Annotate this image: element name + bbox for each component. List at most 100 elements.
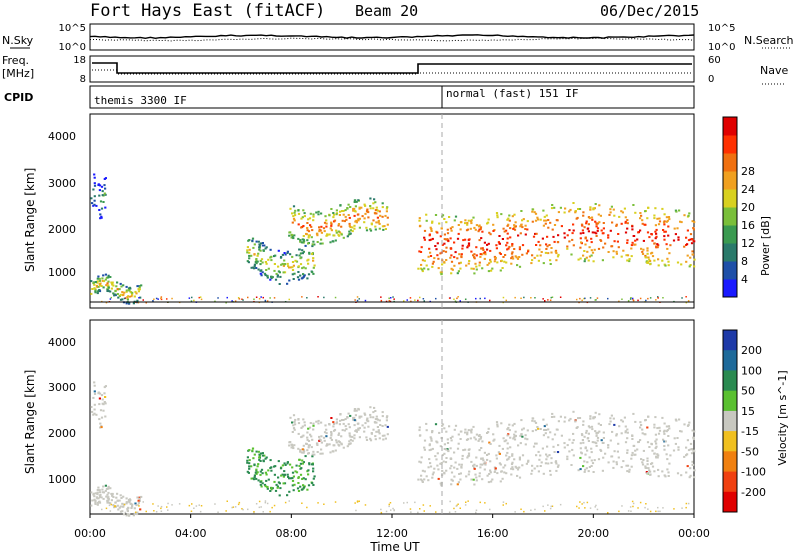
velocity-echo-cell [283,473,287,476]
velocity-echo-cell [460,465,463,468]
velocity-echo-cell [347,423,350,426]
velocity-echo-cell [655,438,658,441]
velocity-ground-speck [406,501,408,504]
velocity-echo-cell [421,469,424,472]
velocity-ground-speck [178,503,181,505]
velocity-echo-cell [101,402,104,405]
power-echo-cell [534,212,538,215]
velocity-echo-cell [258,453,261,456]
power-echo-cell [292,217,296,220]
velocity-echo-cell [306,488,309,491]
velocity-echo-cell [93,390,96,393]
velocity-ground-speck [214,503,216,505]
power-echo-cell [375,206,378,209]
velocity-echo-cell [664,475,667,478]
velocity-echo-cell [312,484,315,486]
power-echo-cell [663,223,666,226]
velocity-echo-cell [288,477,291,480]
velocity-echo-cell [680,474,683,477]
power-echo-cell [613,240,616,243]
power-echo-cell [300,277,303,280]
power-echo-cell [495,247,498,250]
velocity-echo-cell [316,451,319,453]
velocity-echo-cell [494,468,497,471]
power-echo-cell [588,217,591,220]
power-echo-cell [98,279,101,282]
velocity-echo-cell [511,466,514,469]
power-echo-cell [563,236,566,239]
power-ground-speck [459,300,461,302]
power-echo-cell [334,239,337,242]
velocity-echo-cell [646,426,649,429]
power-echo-cell [106,282,109,285]
velocity-echo-cell [457,433,460,436]
power-echo-cell [292,237,295,240]
velocity-echo-cell [615,463,618,466]
power-echo-cell [372,202,375,205]
power-echo-cell [251,237,255,240]
velocity-echo-cell [375,415,378,418]
velocity-ground-speck [232,506,235,508]
velocity-echo-cell [429,465,433,468]
velocity-echo-cell [307,452,310,455]
velocity-echo-cell [369,413,372,416]
power-echo-cell [525,252,528,255]
power-ground-speck [306,297,308,299]
velocity-echo-cell [436,452,439,455]
velocity-ground-speck [464,504,467,506]
velocity-echo-cell [313,475,316,478]
velocity-echo-cell [613,423,616,426]
velocity-ytick-3000: 3000 [48,381,76,394]
velocity-echo-cell [427,479,430,482]
velocity-echo-cell [685,471,688,474]
power-echo-cell [602,246,605,249]
power-echo-cell [303,215,306,218]
velocity-echo-cell [691,460,694,463]
velocity-echo-cell [549,469,552,472]
velocity-echo-cell [283,462,286,465]
power-echo-cell [673,227,676,230]
power-echo-cell [104,278,107,281]
power-echo-cell [365,210,369,213]
power-echo-cell [259,263,262,266]
power-echo-cell [610,205,613,208]
power-echo-cell [369,197,372,200]
power-ground-speck [171,297,173,300]
power-echo-cell [434,245,437,247]
power-echo-cell [580,241,583,244]
power-echo-cell [353,207,356,210]
velocity-ground-speck [673,508,675,510]
velocity-echo-cell [584,468,587,471]
power-echo-cell [364,204,367,207]
velocity-echo-cell [521,454,525,457]
power-ground-speck [124,297,127,299]
velocity-echo-cell [288,444,291,447]
power-echo-cell [563,232,566,235]
power-echo-cell [531,208,534,211]
power-ground-speck [226,296,228,299]
velocity-ground-speck [454,511,457,513]
velocity-echo-cell [500,470,503,473]
power-echo-cell [260,274,263,277]
velocity-echo-cell [588,456,591,459]
power-ground-speck [414,299,416,301]
power-echo-cell [577,208,580,210]
velocity-echo-cell [651,465,655,468]
power-echo-cell [307,236,310,239]
velocity-echo-cell [363,430,366,433]
velocity-echo-cell [441,423,445,426]
velocity-echo-cell [487,452,490,455]
power-echo-cell [461,244,464,247]
power-echo-cell [99,213,102,216]
power-echo-cell [564,207,567,210]
velocity-echo-cell [310,435,313,438]
power-colorbar-tick-label: 24 [741,183,755,196]
power-echo-cell [685,236,688,239]
velocity-echo-cell [571,448,574,451]
velocity-echo-cell [602,456,605,459]
velocity-ground-speck [237,503,240,506]
velocity-echo-cell [299,450,302,453]
power-echo-cell [538,248,541,251]
power-echo-cell [511,255,514,258]
power-echo-cell [482,249,485,251]
